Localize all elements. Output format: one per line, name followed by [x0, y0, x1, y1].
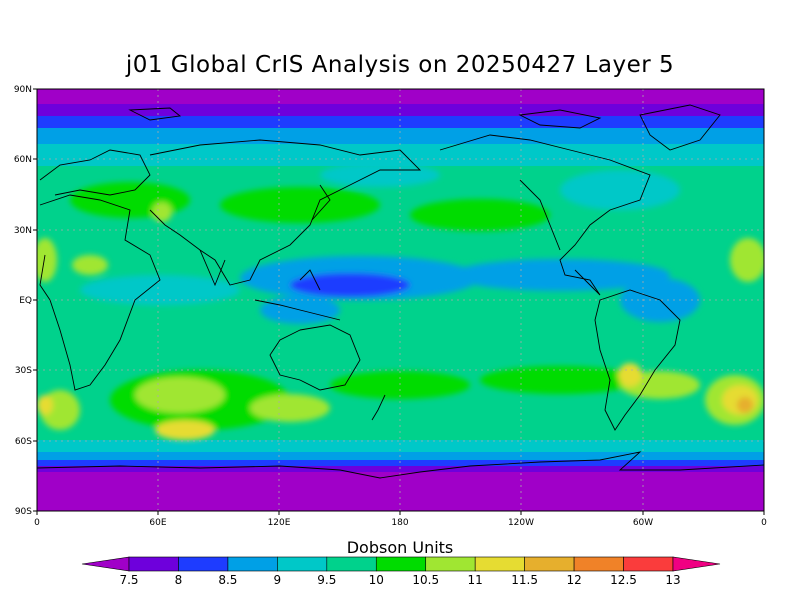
- colorbar-tick-label: 8: [175, 573, 183, 587]
- colorbar-tick-label: 10: [369, 573, 384, 587]
- lon-label: 60E: [149, 518, 166, 528]
- coastlines: [37, 104, 764, 479]
- colorbar-swatch: [573, 556, 624, 572]
- lon-ticks: [36, 511, 765, 515]
- colorbar-arrow-high: [672, 556, 721, 572]
- lat-label: 60N: [14, 155, 32, 165]
- band-south-4: [37, 466, 764, 473]
- band-arctic: [37, 89, 764, 105]
- colorbar-swatch: [474, 556, 525, 572]
- lat-label: 30N: [14, 226, 32, 236]
- colorbar-swatch: [375, 556, 427, 572]
- colorbar-tick-label: 9.5: [317, 573, 336, 587]
- colorbar-swatch: [227, 556, 278, 572]
- lat-label: 60S: [15, 437, 32, 447]
- band-antarctic: [37, 472, 764, 511]
- lon-label: 180: [391, 518, 408, 528]
- colorbar-swatch: [623, 556, 674, 572]
- colorbar: 7.5 8 8.5 9 9.5 10 10.5 11 11.5 12 12.5 13: [81, 556, 721, 587]
- lat-label: 30S: [15, 366, 32, 376]
- colorbar-swatch: [326, 556, 377, 572]
- lon-label: 0: [34, 518, 40, 528]
- band-south-3: [37, 460, 764, 468]
- lon-label: 120W: [508, 518, 534, 528]
- lon-label: 60W: [633, 518, 653, 528]
- lat-ticks: [33, 88, 37, 512]
- lon-labels: 0 60E 120E 180 120W 60W 0: [34, 518, 767, 528]
- lat-label: EQ: [19, 296, 32, 306]
- colorbar-swatch: [524, 556, 575, 572]
- colorbar-swatch: [128, 556, 179, 572]
- band-north-1: [37, 104, 764, 118]
- colorbar-tick-label: 7.5: [119, 573, 138, 587]
- lon-label: 0: [761, 518, 767, 528]
- colorbar-swatch: [178, 556, 229, 572]
- band-south-1: [37, 440, 764, 454]
- colorbar-swatch: [425, 556, 476, 572]
- lat-label: 90N: [14, 85, 32, 95]
- band-north-4: [37, 144, 764, 166]
- colorbar-swatch: [277, 556, 328, 572]
- colorbar-tick-label: 10.5: [412, 573, 439, 587]
- field-blobs: [37, 163, 764, 440]
- colorbar-tick-label: 11.5: [511, 573, 538, 587]
- lat-labels: 90N 60N 30N EQ 30S 60S 90S: [14, 85, 32, 517]
- colorbar-tick-label: 8.5: [218, 573, 237, 587]
- colorbar-tick-label: 12: [566, 573, 581, 587]
- band-north-3: [37, 128, 764, 146]
- colorbar-arrow-low: [81, 556, 130, 572]
- lat-label: 90S: [15, 507, 32, 517]
- ozone-field: [37, 89, 764, 511]
- colorbar-title: Dobson Units: [346, 538, 454, 557]
- colorbar-tick-label: 12.5: [610, 573, 637, 587]
- colorbar-tick-label: 13: [665, 573, 680, 587]
- graticule: [37, 89, 764, 511]
- colorbar-tick-label: 9: [274, 573, 282, 587]
- colorbar-tick-label: 11: [468, 573, 483, 587]
- lon-label: 120E: [268, 518, 291, 528]
- map-title: j01 Global CrIS Analysis on 20250427 Lay…: [125, 52, 675, 78]
- band-south-2: [37, 452, 764, 462]
